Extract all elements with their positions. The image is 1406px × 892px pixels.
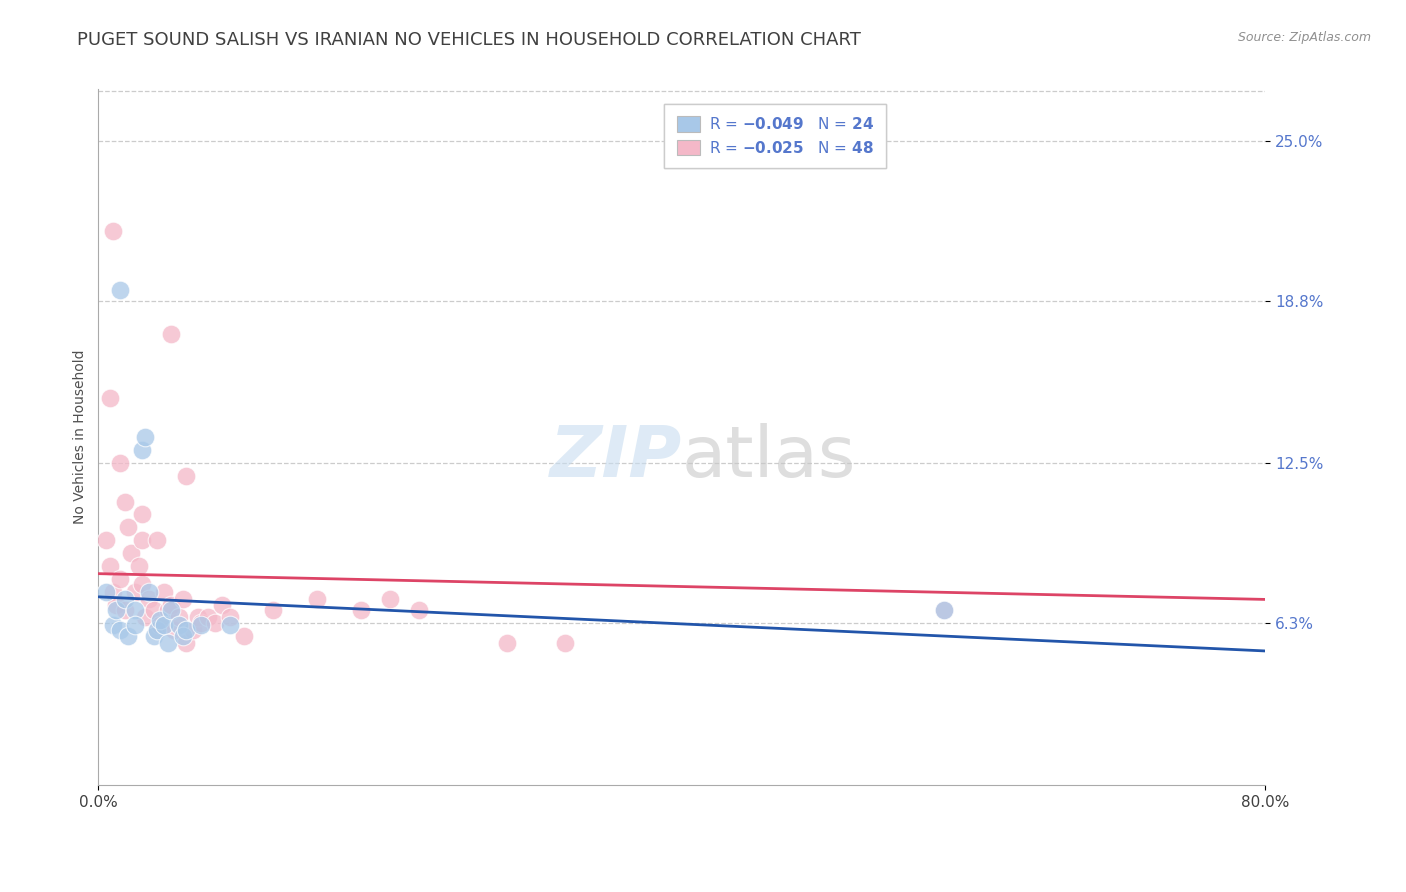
Point [211, 598, 233, 612]
Point [350, 603, 373, 617]
Point [190, 618, 212, 632]
Legend: R = $\mathbf{-0.049}$   N = $\mathbf{24}$, R = $\mathbf{-0.025}$   N = $\mathbf{: R = $\mathbf{-0.049}$ N = $\mathbf{24}$,… [665, 103, 886, 168]
Point [110, 456, 132, 470]
Point [157, 603, 180, 617]
Point [131, 508, 153, 522]
Point [101, 584, 124, 599]
Point [98, 392, 121, 406]
Point [233, 628, 256, 642]
Point [117, 520, 139, 534]
Point [110, 572, 132, 586]
Point [149, 618, 172, 632]
Point [153, 584, 176, 599]
Point [187, 610, 209, 624]
Point [160, 603, 183, 617]
Point [101, 224, 124, 238]
Point [104, 603, 127, 617]
Point [307, 592, 329, 607]
Point [120, 546, 142, 560]
Point [138, 592, 160, 607]
Point [117, 628, 139, 642]
Point [134, 610, 156, 624]
Point [174, 624, 197, 638]
Point [138, 584, 160, 599]
Point [146, 624, 169, 638]
Point [131, 533, 153, 548]
Point [190, 615, 212, 630]
Text: Source: ZipAtlas.com: Source: ZipAtlas.com [1237, 31, 1371, 45]
Point [408, 603, 430, 617]
Point [554, 636, 576, 650]
Point [160, 326, 183, 341]
Point [134, 430, 156, 444]
Point [114, 603, 136, 617]
Point [110, 624, 132, 638]
Point [934, 603, 956, 617]
Point [163, 624, 186, 638]
Point [934, 603, 956, 617]
Point [167, 618, 190, 632]
Point [174, 468, 197, 483]
Point [146, 624, 169, 638]
Point [94, 533, 117, 548]
Point [128, 558, 150, 573]
Point [262, 603, 284, 617]
Point [149, 613, 172, 627]
Y-axis label: No Vehicles in Household: No Vehicles in Household [73, 350, 87, 524]
Text: atlas: atlas [682, 424, 856, 492]
Point [114, 592, 136, 607]
Point [218, 610, 240, 624]
Point [142, 603, 165, 617]
Point [114, 494, 136, 508]
Point [131, 442, 153, 457]
Point [124, 618, 146, 632]
Point [131, 577, 153, 591]
Point [110, 283, 132, 297]
Point [124, 584, 146, 599]
Point [160, 598, 183, 612]
Point [197, 610, 219, 624]
Text: PUGET SOUND SALISH VS IRANIAN NO VEHICLES IN HOUSEHOLD CORRELATION CHART: PUGET SOUND SALISH VS IRANIAN NO VEHICLE… [77, 31, 862, 49]
Point [101, 618, 124, 632]
Point [172, 628, 194, 642]
Point [167, 610, 190, 624]
Point [181, 624, 204, 638]
Point [496, 636, 519, 650]
Point [104, 598, 127, 612]
Text: ZIP: ZIP [550, 424, 682, 492]
Point [204, 615, 226, 630]
Point [380, 592, 402, 607]
Point [142, 628, 165, 642]
Point [172, 592, 194, 607]
Point [218, 618, 240, 632]
Point [174, 636, 197, 650]
Point [94, 584, 117, 599]
Point [153, 618, 176, 632]
Point [124, 603, 146, 617]
Point [98, 558, 121, 573]
Point [146, 533, 169, 548]
Point [157, 636, 180, 650]
